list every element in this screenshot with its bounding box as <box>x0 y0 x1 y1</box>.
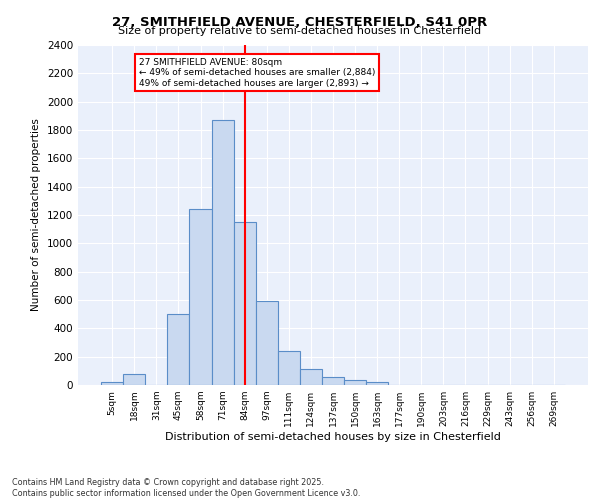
Text: 27, SMITHFIELD AVENUE, CHESTERFIELD, S41 0PR: 27, SMITHFIELD AVENUE, CHESTERFIELD, S41… <box>112 16 488 29</box>
Bar <box>278 351 300 385</box>
Bar <box>366 382 388 385</box>
Bar <box>101 382 123 385</box>
Bar <box>233 222 256 385</box>
Bar <box>123 374 145 385</box>
Text: Size of property relative to semi-detached houses in Chesterfield: Size of property relative to semi-detach… <box>118 26 482 36</box>
Bar <box>322 376 344 385</box>
Bar <box>344 380 366 385</box>
Bar <box>167 314 190 385</box>
Bar <box>300 370 322 385</box>
Text: 27 SMITHFIELD AVENUE: 80sqm
← 49% of semi-detached houses are smaller (2,884)
49: 27 SMITHFIELD AVENUE: 80sqm ← 49% of sem… <box>139 58 375 88</box>
Text: Contains HM Land Registry data © Crown copyright and database right 2025.
Contai: Contains HM Land Registry data © Crown c… <box>12 478 361 498</box>
X-axis label: Distribution of semi-detached houses by size in Chesterfield: Distribution of semi-detached houses by … <box>165 432 501 442</box>
Bar <box>212 120 233 385</box>
Y-axis label: Number of semi-detached properties: Number of semi-detached properties <box>31 118 41 312</box>
Bar <box>256 302 278 385</box>
Bar <box>190 210 212 385</box>
